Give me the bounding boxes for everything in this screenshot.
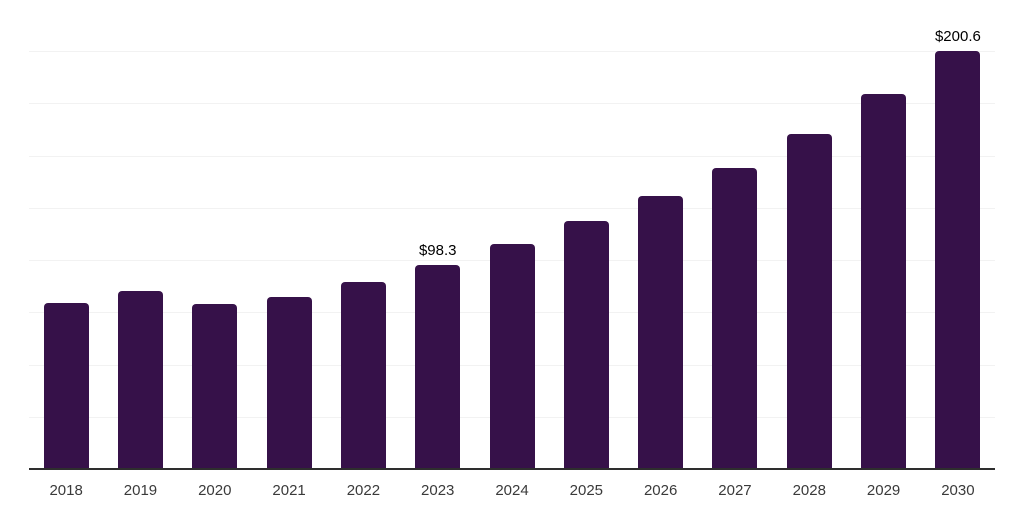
plot-area: $98.3 $200.6 — [29, 0, 995, 470]
x-axis-labels: 2018 2019 2020 2021 2022 2023 2024 2025 2026 2027… — [29, 482, 995, 499]
bar-2018[interactable] — [43, 303, 89, 470]
data-label-2030: $200.6 — [934, 27, 981, 45]
bar-slot-2018 — [29, 0, 103, 470]
x-tick-2018: 2018 — [49, 482, 83, 499]
gridline-150 — [29, 155, 995, 157]
bar-2028[interactable] — [786, 133, 832, 470]
bar-slot-2026 — [624, 0, 698, 470]
bar-slot-2022 — [326, 0, 400, 470]
x-tick-2022: 2022 — [346, 482, 381, 499]
bar-2023[interactable] — [415, 264, 461, 470]
x-tick-2026: 2026 — [643, 482, 678, 499]
bar-2019[interactable] — [117, 290, 163, 470]
bar-slot-2020 — [178, 0, 252, 470]
bar-slot-2025 — [549, 0, 623, 470]
x-tick-2024: 2024 — [495, 482, 529, 499]
bar-2026[interactable] — [638, 196, 684, 470]
gridline-125 — [29, 207, 995, 209]
x-tick-2023: 2023 — [421, 482, 455, 499]
x-tick-2019: 2019 — [123, 482, 158, 499]
bar-slot-2023: $98.3 — [401, 0, 475, 470]
x-tick-2029: 2029 — [866, 482, 901, 499]
bar-slot-2030: $200.6 — [921, 0, 995, 470]
bar-2030[interactable] — [935, 50, 981, 470]
bar-slot-2019 — [103, 0, 177, 470]
x-tick-2027: 2027 — [718, 482, 752, 499]
x-tick-2028: 2028 — [792, 482, 826, 499]
gridline-200 — [29, 51, 995, 53]
x-tick-2021: 2021 — [272, 482, 306, 499]
bar-slot-2027 — [698, 0, 772, 470]
x-tick-2020: 2020 — [198, 482, 232, 499]
bar-slot-2028 — [772, 0, 846, 470]
bar-slot-2029 — [846, 0, 920, 470]
x-axis-line — [29, 468, 995, 470]
bar-2024[interactable] — [489, 244, 535, 470]
x-tick-2030: 2030 — [941, 482, 975, 499]
bars-container: $98.3 $200.6 — [29, 0, 995, 470]
bar-2022[interactable] — [340, 282, 386, 470]
bar-slot-2024 — [475, 0, 549, 470]
bar-2029[interactable] — [861, 94, 907, 470]
bar-2020[interactable] — [192, 304, 238, 470]
bar-2025[interactable] — [563, 221, 609, 470]
x-tick-2025: 2025 — [569, 482, 604, 499]
bar-2021[interactable] — [266, 296, 312, 470]
gridline-175 — [29, 103, 995, 105]
data-label-2023: $98.3 — [418, 241, 457, 259]
bar-2027[interactable] — [712, 167, 758, 470]
bar-slot-2021 — [252, 0, 326, 470]
